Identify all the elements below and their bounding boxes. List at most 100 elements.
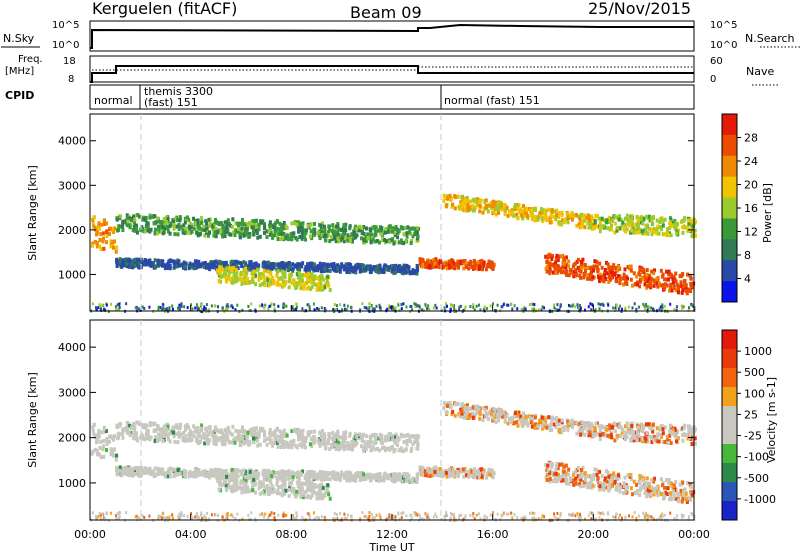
power-cell — [555, 307, 558, 311]
power-cell — [601, 302, 604, 306]
velocity-cell — [311, 436, 315, 441]
velocity-cell — [320, 493, 324, 498]
power-cell — [244, 266, 248, 271]
power-cell — [264, 266, 268, 271]
velocity-cell — [494, 407, 498, 412]
power-cell — [307, 269, 311, 274]
velocity-cell — [115, 468, 119, 473]
velocity-cell — [362, 446, 366, 451]
velocity-cell — [225, 433, 229, 438]
power-cell — [241, 278, 245, 283]
power-cell — [224, 274, 228, 279]
power-colorbar-label: Power [dB] — [761, 183, 774, 243]
power-cell — [608, 215, 612, 220]
velocity-cell — [241, 487, 245, 492]
power-cell — [105, 240, 109, 245]
velocity-cell — [365, 475, 369, 480]
power-cell — [432, 264, 436, 269]
power-cell — [157, 305, 160, 309]
power-cell — [192, 216, 196, 221]
velocity-cell — [374, 476, 378, 481]
power-cell — [449, 197, 453, 202]
power-cell — [502, 204, 506, 209]
power-cell — [112, 245, 116, 250]
velocity-cell — [257, 486, 261, 491]
velocity-cell — [109, 452, 113, 457]
velocity-cell — [160, 467, 164, 472]
power-cell — [633, 302, 636, 306]
power-cell — [196, 306, 199, 310]
power-cell — [378, 267, 382, 272]
velocity-cell — [297, 434, 301, 439]
power-cell — [205, 230, 209, 235]
velocity-cell — [397, 436, 401, 441]
power-cell — [448, 261, 452, 266]
power-cell — [418, 261, 422, 266]
velocity-cell — [200, 423, 204, 428]
power-cell — [200, 303, 203, 307]
power-cell — [135, 223, 139, 228]
power-cell — [573, 261, 577, 266]
power-cell — [216, 268, 220, 273]
velocity-cell — [129, 430, 133, 435]
velocity-cell — [209, 472, 213, 477]
power-cell — [290, 221, 294, 226]
velocity-cell — [348, 475, 352, 480]
power-cell — [427, 304, 430, 308]
velocity-cell — [281, 469, 285, 474]
power-cell — [242, 233, 246, 238]
power-cell — [283, 263, 287, 268]
power-cell — [224, 260, 228, 265]
power-cell — [555, 253, 559, 258]
power-cell — [394, 306, 397, 310]
velocity-cell — [105, 437, 109, 442]
power-cell — [584, 269, 588, 274]
power-cell — [181, 227, 185, 232]
power-cell — [489, 201, 493, 206]
power-cell — [463, 307, 466, 311]
power-cell — [267, 307, 270, 311]
power-cell — [603, 268, 607, 273]
velocity-cell — [222, 433, 226, 438]
velocity-cell — [190, 430, 194, 435]
velocity-cell — [207, 432, 211, 437]
power-cell — [118, 306, 121, 310]
velocity-cell — [470, 473, 474, 478]
power-cell — [128, 225, 132, 230]
power-cell — [271, 235, 275, 240]
colorbar-swatch — [722, 218, 737, 240]
power-cell — [338, 266, 342, 271]
velocity-cell — [91, 425, 95, 430]
velocity-cell — [177, 431, 181, 436]
velocity-cell — [313, 435, 317, 440]
power-cell — [648, 276, 652, 281]
power-cell — [306, 264, 310, 269]
velocity-cell — [465, 473, 469, 478]
velocity-cell — [341, 440, 345, 445]
power-cell — [343, 307, 346, 311]
power-cell — [516, 216, 520, 221]
power-cell — [405, 231, 409, 236]
power-cell — [671, 277, 675, 282]
power-cell — [657, 281, 661, 286]
power-cell — [197, 224, 201, 229]
power-cell — [234, 228, 238, 233]
power-cell — [487, 264, 491, 269]
power-cell — [94, 306, 97, 310]
power-cell — [323, 267, 327, 272]
velocity-cell — [256, 476, 260, 481]
power-cell — [352, 232, 356, 237]
velocity-cell — [233, 440, 237, 445]
power-cell — [273, 303, 276, 307]
power-cell — [251, 274, 255, 279]
colorbar-swatch — [722, 114, 737, 136]
velocity-cell — [196, 441, 200, 446]
power-cell — [576, 257, 580, 262]
velocity-cell — [301, 495, 305, 500]
velocity-cell — [334, 447, 338, 452]
power-cell — [584, 308, 587, 312]
power-cell — [226, 303, 229, 307]
power-cell — [355, 262, 359, 267]
velocity-cell — [396, 443, 400, 448]
velocity-cell — [192, 470, 196, 475]
